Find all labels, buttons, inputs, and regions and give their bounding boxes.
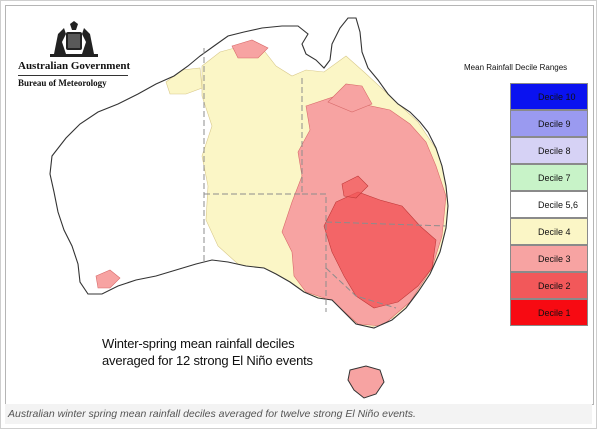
qld-nsw-border [325, 221, 447, 227]
legend-label: Decile 8 [538, 145, 571, 156]
legend-swatch [510, 137, 588, 164]
legend-label: Decile 9 [538, 118, 571, 129]
legend-item-decile-9: Decile 9 [510, 110, 588, 137]
australia-coastline [49, 17, 449, 329]
legend-swatch [510, 110, 588, 137]
tasmania [347, 365, 385, 399]
map-caption-line-2: averaged for 12 strong El Niño events [102, 353, 313, 368]
australia-rainfall-map [49, 17, 449, 399]
decile4-north-coast [165, 67, 203, 95]
legend-item-decile-3: Decile 3 [510, 245, 588, 272]
map-panel: Australian Government Bureau of Meteorol… [5, 5, 594, 405]
legend-title: Mean Rainfall Decile Ranges [464, 63, 568, 72]
legend-item-decile-10: Decile 10 [510, 83, 588, 110]
decile3-arnhem [231, 39, 269, 59]
legend-label: Decile 7 [538, 172, 571, 183]
legend: Decile 10 Decile 9 Decile 8 Decile 7 Dec… [510, 83, 588, 326]
nsw-vic-border [325, 267, 397, 309]
legend-label: Decile 3 [538, 253, 571, 264]
legend-swatch [510, 272, 588, 299]
decile2-region [323, 191, 437, 309]
state-borders [203, 48, 447, 312]
legend-label: Decile 5,6 [538, 199, 579, 210]
legend-item-decile-4: Decile 4 [510, 218, 588, 245]
legend-label: Decile 2 [538, 280, 571, 291]
legend-swatch [510, 299, 588, 326]
decile3-gulf [327, 83, 373, 113]
legend-item-decile-2: Decile 2 [510, 272, 588, 299]
legend-swatch [510, 218, 588, 245]
agency-government-name: Australian Government [18, 60, 131, 72]
agency-bureau-name: Bureau of Meteorology [18, 78, 107, 88]
coat-of-arms-emblem [50, 21, 98, 57]
legend-item-decile-1: Decile 1 [510, 299, 588, 326]
legend-swatch [510, 83, 588, 110]
agency-divider [18, 75, 128, 76]
legend-swatch [510, 164, 588, 191]
legend-label: Decile 4 [538, 226, 571, 237]
map-caption: Winter-spring mean rainfall deciles aver… [102, 335, 313, 369]
decile2-north [341, 175, 369, 199]
figure-caption: Australian winter spring mean rainfall d… [5, 404, 592, 424]
map-caption-line-1: Winter-spring mean rainfall deciles [102, 336, 295, 351]
legend-item-decile-5-6: Decile 5,6 [510, 191, 588, 218]
legend-label: Decile 10 [538, 91, 576, 102]
legend-item-decile-7: Decile 7 [510, 164, 588, 191]
legend-label: Decile 1 [538, 307, 571, 318]
legend-item-decile-8: Decile 8 [510, 137, 588, 164]
legend-swatch [510, 191, 588, 218]
sa-qld-nsw-border [302, 193, 327, 236]
decile3-southwest [95, 269, 121, 289]
legend-swatch [510, 245, 588, 272]
